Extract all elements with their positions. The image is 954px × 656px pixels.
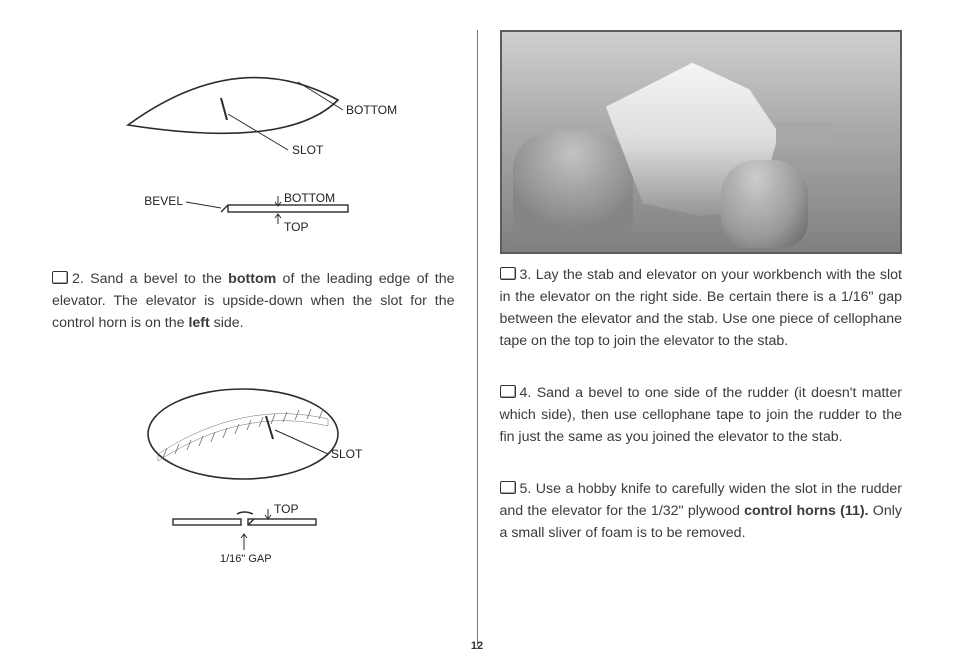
step-4: 4. Sand a bevel to one side of the rudde…: [500, 382, 903, 448]
photo-hand-left: [513, 131, 633, 241]
diagram-elevator-bevel: BOTTOM SLOT BEVEL BOTTOM TOP: [52, 30, 455, 260]
checkbox-icon: [500, 481, 516, 494]
label-top: TOP: [284, 220, 308, 234]
step-5-bold: control horns (11).: [744, 503, 868, 519]
step-2: 2. Sand a bevel to the bottom of the lea…: [52, 268, 455, 334]
photo-bevel-sanding: [500, 30, 903, 254]
step-4-text: 4. Sand a bevel to one side of the rudde…: [500, 385, 903, 445]
label-bottom: BOTTOM: [346, 103, 397, 117]
diagram-elevator-gap: SLOT TOP 1/16" GAP: [52, 354, 455, 584]
label-slot: SLOT: [292, 143, 324, 157]
left-column: BOTTOM SLOT BEVEL BOTTOM TOP 2. San: [30, 30, 478, 646]
checkbox-icon: [500, 385, 516, 398]
step-5: 5. Use a hobby knife to carefully widen …: [500, 478, 903, 544]
step-2-text-c: side.: [210, 315, 244, 331]
step-3-text: 3. Lay the stab and elevator on your wor…: [500, 267, 903, 349]
step-2-text-a: 2. Sand a bevel to the: [72, 271, 228, 287]
right-column: 3. Lay the stab and elevator on your wor…: [478, 30, 925, 646]
label-gap: 1/16" GAP: [220, 553, 272, 565]
step-2-bold-left: left: [188, 315, 209, 331]
manual-page: BOTTOM SLOT BEVEL BOTTOM TOP 2. San: [0, 0, 954, 656]
photo-thumb: [721, 160, 809, 248]
label-top2: TOP: [274, 502, 298, 516]
label-bottom2: BOTTOM: [284, 191, 335, 205]
page-number: 12: [471, 640, 483, 652]
step-3: 3. Lay the stab and elevator on your wor…: [500, 264, 903, 352]
checkbox-icon: [500, 267, 516, 280]
checkbox-icon: [52, 271, 68, 284]
label-bevel: BEVEL: [145, 194, 184, 208]
step-2-bold-bottom: bottom: [228, 271, 276, 287]
photo-part-notch: [776, 122, 832, 144]
label-slot2: SLOT: [331, 447, 363, 461]
